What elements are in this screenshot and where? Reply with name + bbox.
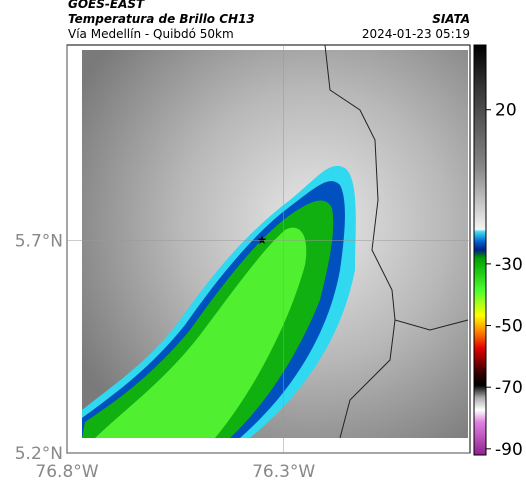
cloud-lightgreen xyxy=(95,227,307,438)
location-star: ★ xyxy=(257,233,268,247)
source: GOES-EAST xyxy=(68,0,145,11)
colorbar-tick-label: -70 xyxy=(495,378,523,398)
subtitle: Vía Medellín - Quibdó 50km xyxy=(68,27,234,41)
lon-tick-label: 76.3°W xyxy=(252,462,315,482)
colorbar-tick-label: 20 xyxy=(495,101,517,121)
colorbar xyxy=(473,44,487,456)
lat-tick-label: 5.7°N xyxy=(15,232,63,252)
lon-tick-label: 76.8°W xyxy=(35,462,98,482)
colorbar-tick-label: -30 xyxy=(495,255,523,275)
border xyxy=(339,319,396,439)
colorbar-tick-label: -50 xyxy=(495,317,523,337)
border xyxy=(324,44,469,331)
agency: SIATA xyxy=(432,12,470,26)
colorbar-tick-label: -90 xyxy=(495,440,523,460)
timestamp: 2024-01-23 05:19 xyxy=(362,27,470,41)
title: Temperatura de Brillo CH13 xyxy=(68,12,255,26)
lat-tick-label: 5.2°N xyxy=(15,444,63,464)
